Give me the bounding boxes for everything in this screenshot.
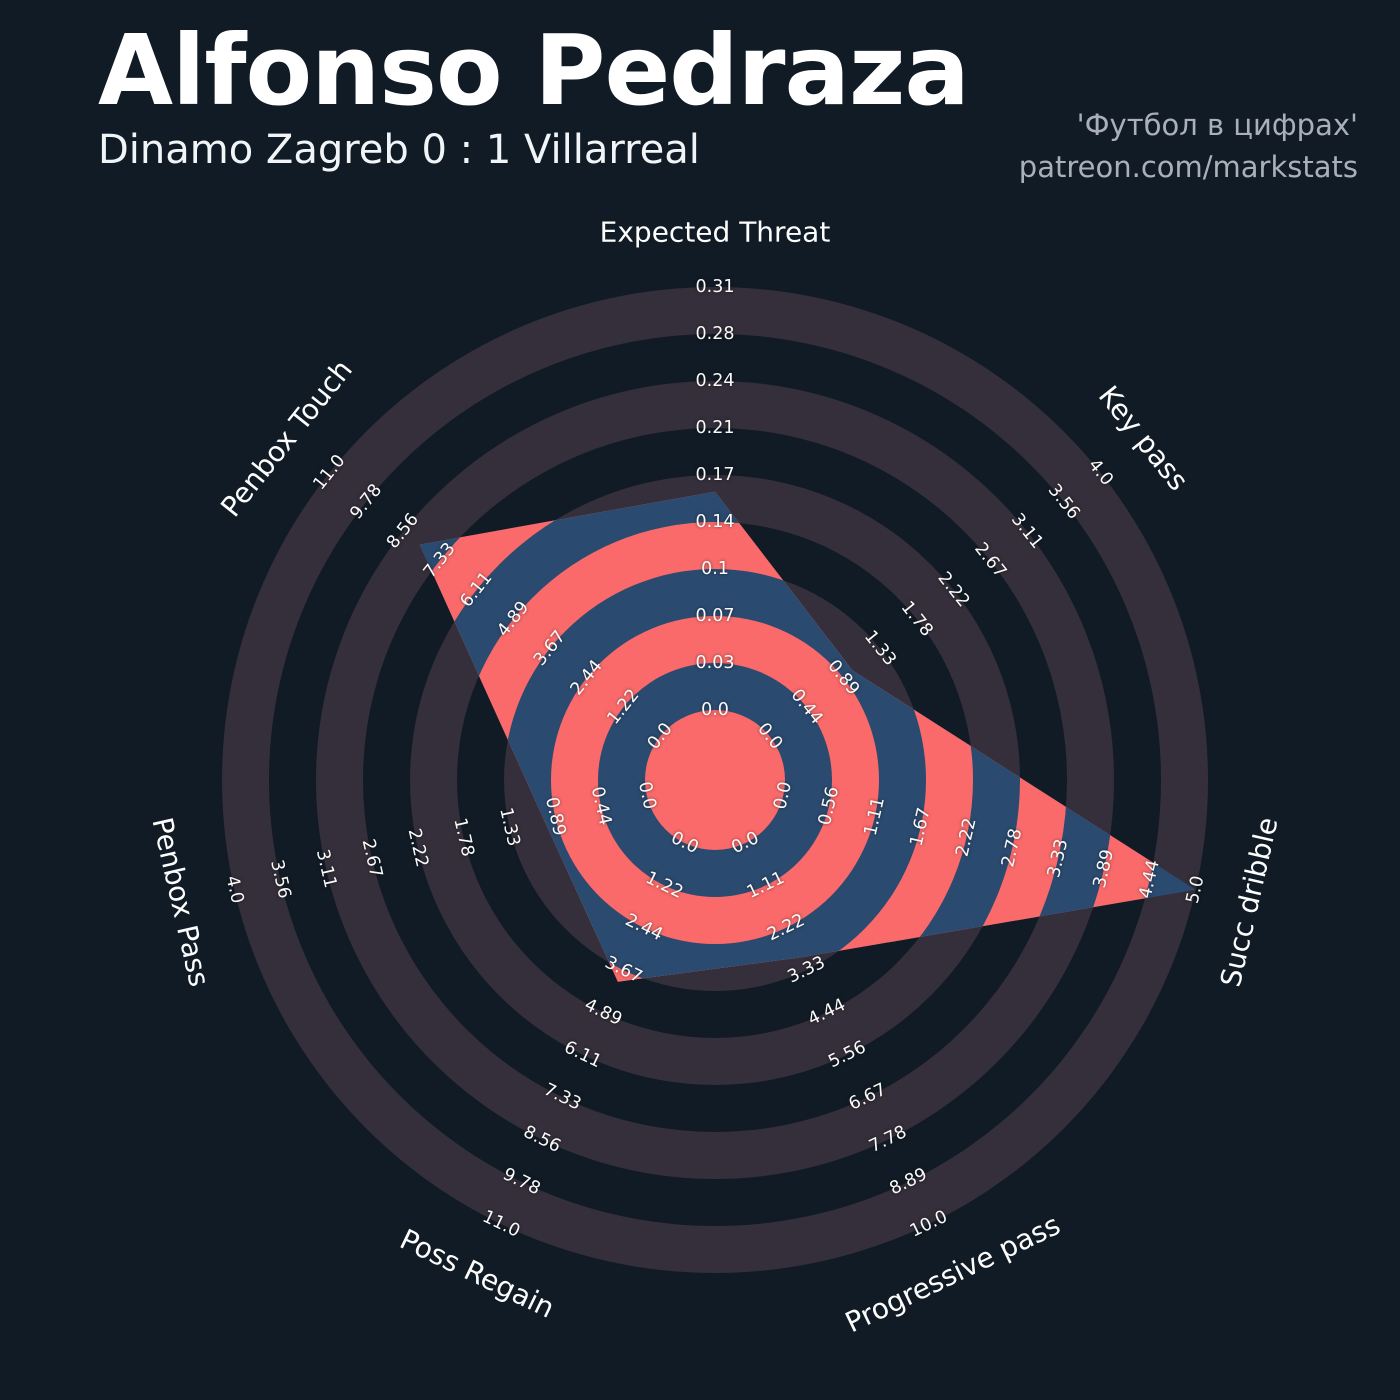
radar-ring-disk xyxy=(645,710,785,850)
match-subtitle: Dinamo Zagreb 0 : 1 Villarreal xyxy=(98,127,700,173)
axis-title: Succ dribble xyxy=(1214,814,1285,990)
axis-title: Penbox Pass xyxy=(145,814,216,989)
tick-label: 0.1 xyxy=(701,559,729,579)
page-title: Alfonso Pedraza xyxy=(98,14,970,127)
tick-label: 0.14 xyxy=(696,512,735,532)
axis-title: Expected Threat xyxy=(600,216,831,249)
tick-label: 0.17 xyxy=(696,465,735,485)
credit-brand: 'Футбол в цифрах' xyxy=(1076,108,1358,142)
credits: 'Футбол в цифрах' patreon.com/markstats xyxy=(1019,104,1358,188)
tick-label: 0.24 xyxy=(696,371,735,391)
tick-label: 0.28 xyxy=(696,324,735,344)
tick-label: 0.21 xyxy=(696,418,735,438)
tick-label: 0.31 xyxy=(696,277,735,297)
header: Alfonso Pedraza Dinamo Zagreb 0 : 1 Vill… xyxy=(98,14,970,173)
credit-patreon: patreon.com/markstats xyxy=(1018,150,1358,185)
tick-label: 0.0 xyxy=(701,700,729,720)
tick-label: 0.03 xyxy=(696,653,735,673)
tick-label: 0.07 xyxy=(696,606,735,626)
